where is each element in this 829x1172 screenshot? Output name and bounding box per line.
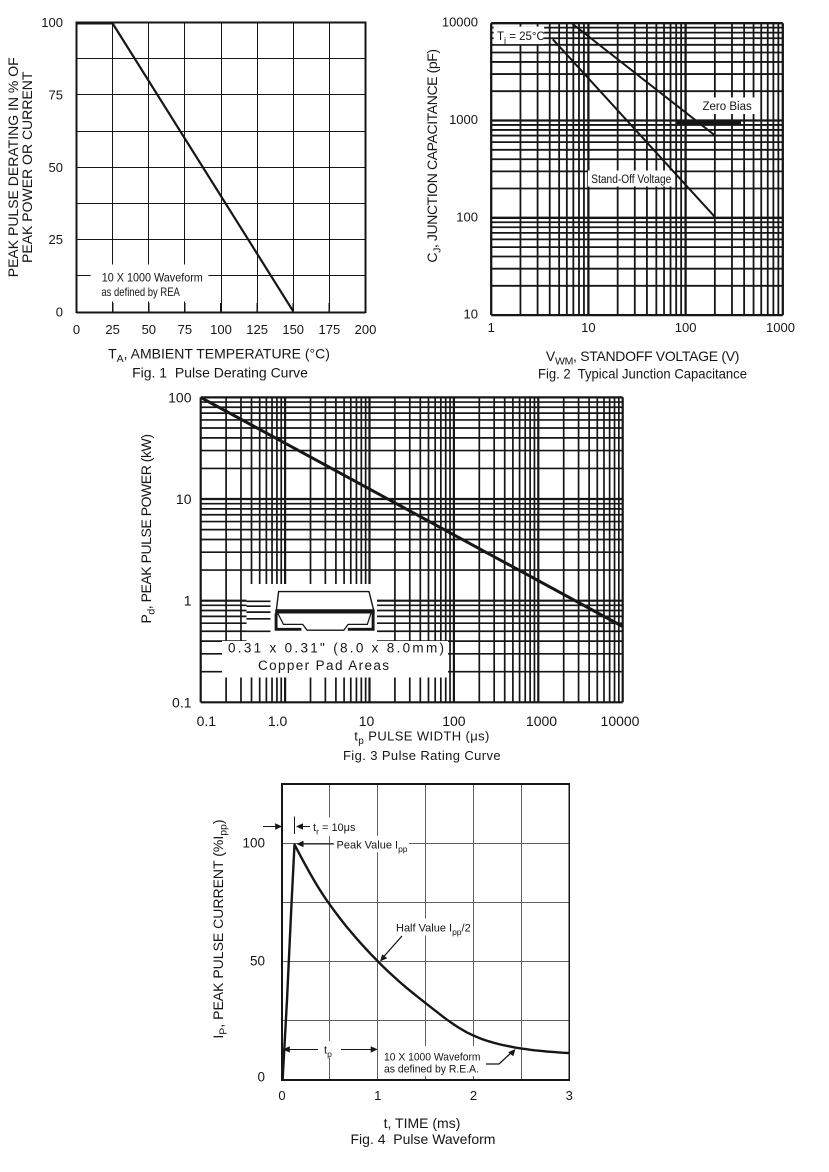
svg-text:1: 1 xyxy=(374,1088,381,1103)
svg-text:Peak Value Ipp: Peak Value Ipp xyxy=(337,840,408,855)
svg-text:0.1: 0.1 xyxy=(172,694,192,710)
svg-text:Stand-Off Voltage: Stand-Off Voltage xyxy=(591,174,671,186)
svg-text:1000: 1000 xyxy=(449,112,478,127)
svg-text:100: 100 xyxy=(456,209,478,224)
svg-text:125: 125 xyxy=(246,322,268,337)
svg-text:Half Value Ipp/2: Half Value Ipp/2 xyxy=(396,923,471,938)
svg-text:100: 100 xyxy=(675,320,697,335)
svg-text:CJ, JUNCTION CAPACITANCE (pF): CJ, JUNCTION CAPACITANCE (pF) xyxy=(424,49,444,262)
svg-text:PEAK POWER OR CURRENT: PEAK POWER OR CURRENT xyxy=(19,71,35,263)
svg-text:0.31 x 0.31" (8.0 x 8.0mm): 0.31 x 0.31" (8.0 x 8.0mm) xyxy=(228,641,444,656)
svg-text:0: 0 xyxy=(257,1070,265,1085)
svg-text:10: 10 xyxy=(359,713,375,729)
svg-text:Tj = 25°C: Tj = 25°C xyxy=(497,31,545,46)
svg-text:1000: 1000 xyxy=(766,320,795,335)
svg-text:50: 50 xyxy=(142,322,156,337)
svg-text:3: 3 xyxy=(566,1088,573,1103)
svg-text:50: 50 xyxy=(49,160,63,175)
svg-text:t, TIME (ms): t, TIME (ms) xyxy=(384,1115,461,1131)
svg-text:50: 50 xyxy=(250,954,265,969)
svg-text:as defined by REA: as defined by REA xyxy=(101,285,179,299)
svg-text:as defined by R.E.A.: as defined by R.E.A. xyxy=(384,1064,479,1076)
svg-text:tr = 10μs: tr = 10μs xyxy=(313,822,356,837)
svg-text:1: 1 xyxy=(488,320,495,335)
svg-text:10: 10 xyxy=(581,320,595,335)
svg-text:2: 2 xyxy=(470,1088,477,1103)
svg-text:10000: 10000 xyxy=(442,15,478,30)
svg-text:0: 0 xyxy=(278,1088,285,1103)
svg-text:Pd, PEAK PULSE POWER (kW): Pd, PEAK PULSE POWER (kW) xyxy=(138,434,158,623)
svg-text:75: 75 xyxy=(49,87,63,102)
svg-text:1.0: 1.0 xyxy=(268,713,288,729)
svg-text:IP, PEAK PULSE CURRENT (%Ipp): IP, PEAK PULSE CURRENT (%Ipp) xyxy=(210,819,230,1038)
svg-text:TA, AMBIENT TEMPERATURE (°C): TA, AMBIENT TEMPERATURE (°C) xyxy=(108,346,330,366)
svg-text:25: 25 xyxy=(49,232,63,247)
svg-text:175: 175 xyxy=(319,322,341,337)
svg-text:10: 10 xyxy=(176,491,192,507)
svg-text:10 X 1000 Waveform: 10 X 1000 Waveform xyxy=(384,1052,481,1064)
svg-text:1: 1 xyxy=(184,593,192,609)
svg-text:Fig. 2 Typical Junction Capac: Fig. 2 Typical Junction Capacitance xyxy=(538,366,747,382)
svg-text:100: 100 xyxy=(41,15,63,30)
svg-text:100: 100 xyxy=(242,836,265,851)
svg-text:Fig. 3 Pulse Rating Curve: Fig. 3 Pulse Rating Curve xyxy=(343,748,501,763)
svg-text:150: 150 xyxy=(282,322,304,337)
svg-text:0: 0 xyxy=(73,322,80,337)
svg-text:tp PULSE WIDTH (μs): tp PULSE WIDTH (μs) xyxy=(354,729,490,748)
svg-text:10 X 1000 Waveform: 10 X 1000 Waveform xyxy=(102,271,203,285)
svg-text:100: 100 xyxy=(442,713,466,729)
svg-text:10: 10 xyxy=(464,307,478,322)
svg-text:Fig. 1 Pulse Derating Curve: Fig. 1 Pulse Derating Curve xyxy=(132,365,308,381)
svg-text:0: 0 xyxy=(56,305,63,320)
svg-text:Fig. 4 Pulse Waveform: Fig. 4 Pulse Waveform xyxy=(351,1131,496,1147)
svg-text:100: 100 xyxy=(168,389,192,405)
svg-text:75: 75 xyxy=(178,322,192,337)
svg-text:tp: tp xyxy=(324,1045,332,1060)
svg-text:200: 200 xyxy=(355,322,377,337)
svg-text:100: 100 xyxy=(210,322,232,337)
svg-text:Zero Bias: Zero Bias xyxy=(703,101,752,113)
svg-text:Copper Pad Areas: Copper Pad Areas xyxy=(258,658,389,673)
svg-text:1000: 1000 xyxy=(526,713,557,729)
svg-text:10000: 10000 xyxy=(601,713,640,729)
svg-text:VWM, STANDOFF VOLTAGE (V): VWM, STANDOFF VOLTAGE (V) xyxy=(546,348,739,368)
svg-text:25: 25 xyxy=(105,322,119,337)
svg-text:0.1: 0.1 xyxy=(197,713,217,729)
svg-text:PEAK PULSE DERATING IN % OF: PEAK PULSE DERATING IN % OF xyxy=(5,57,21,277)
